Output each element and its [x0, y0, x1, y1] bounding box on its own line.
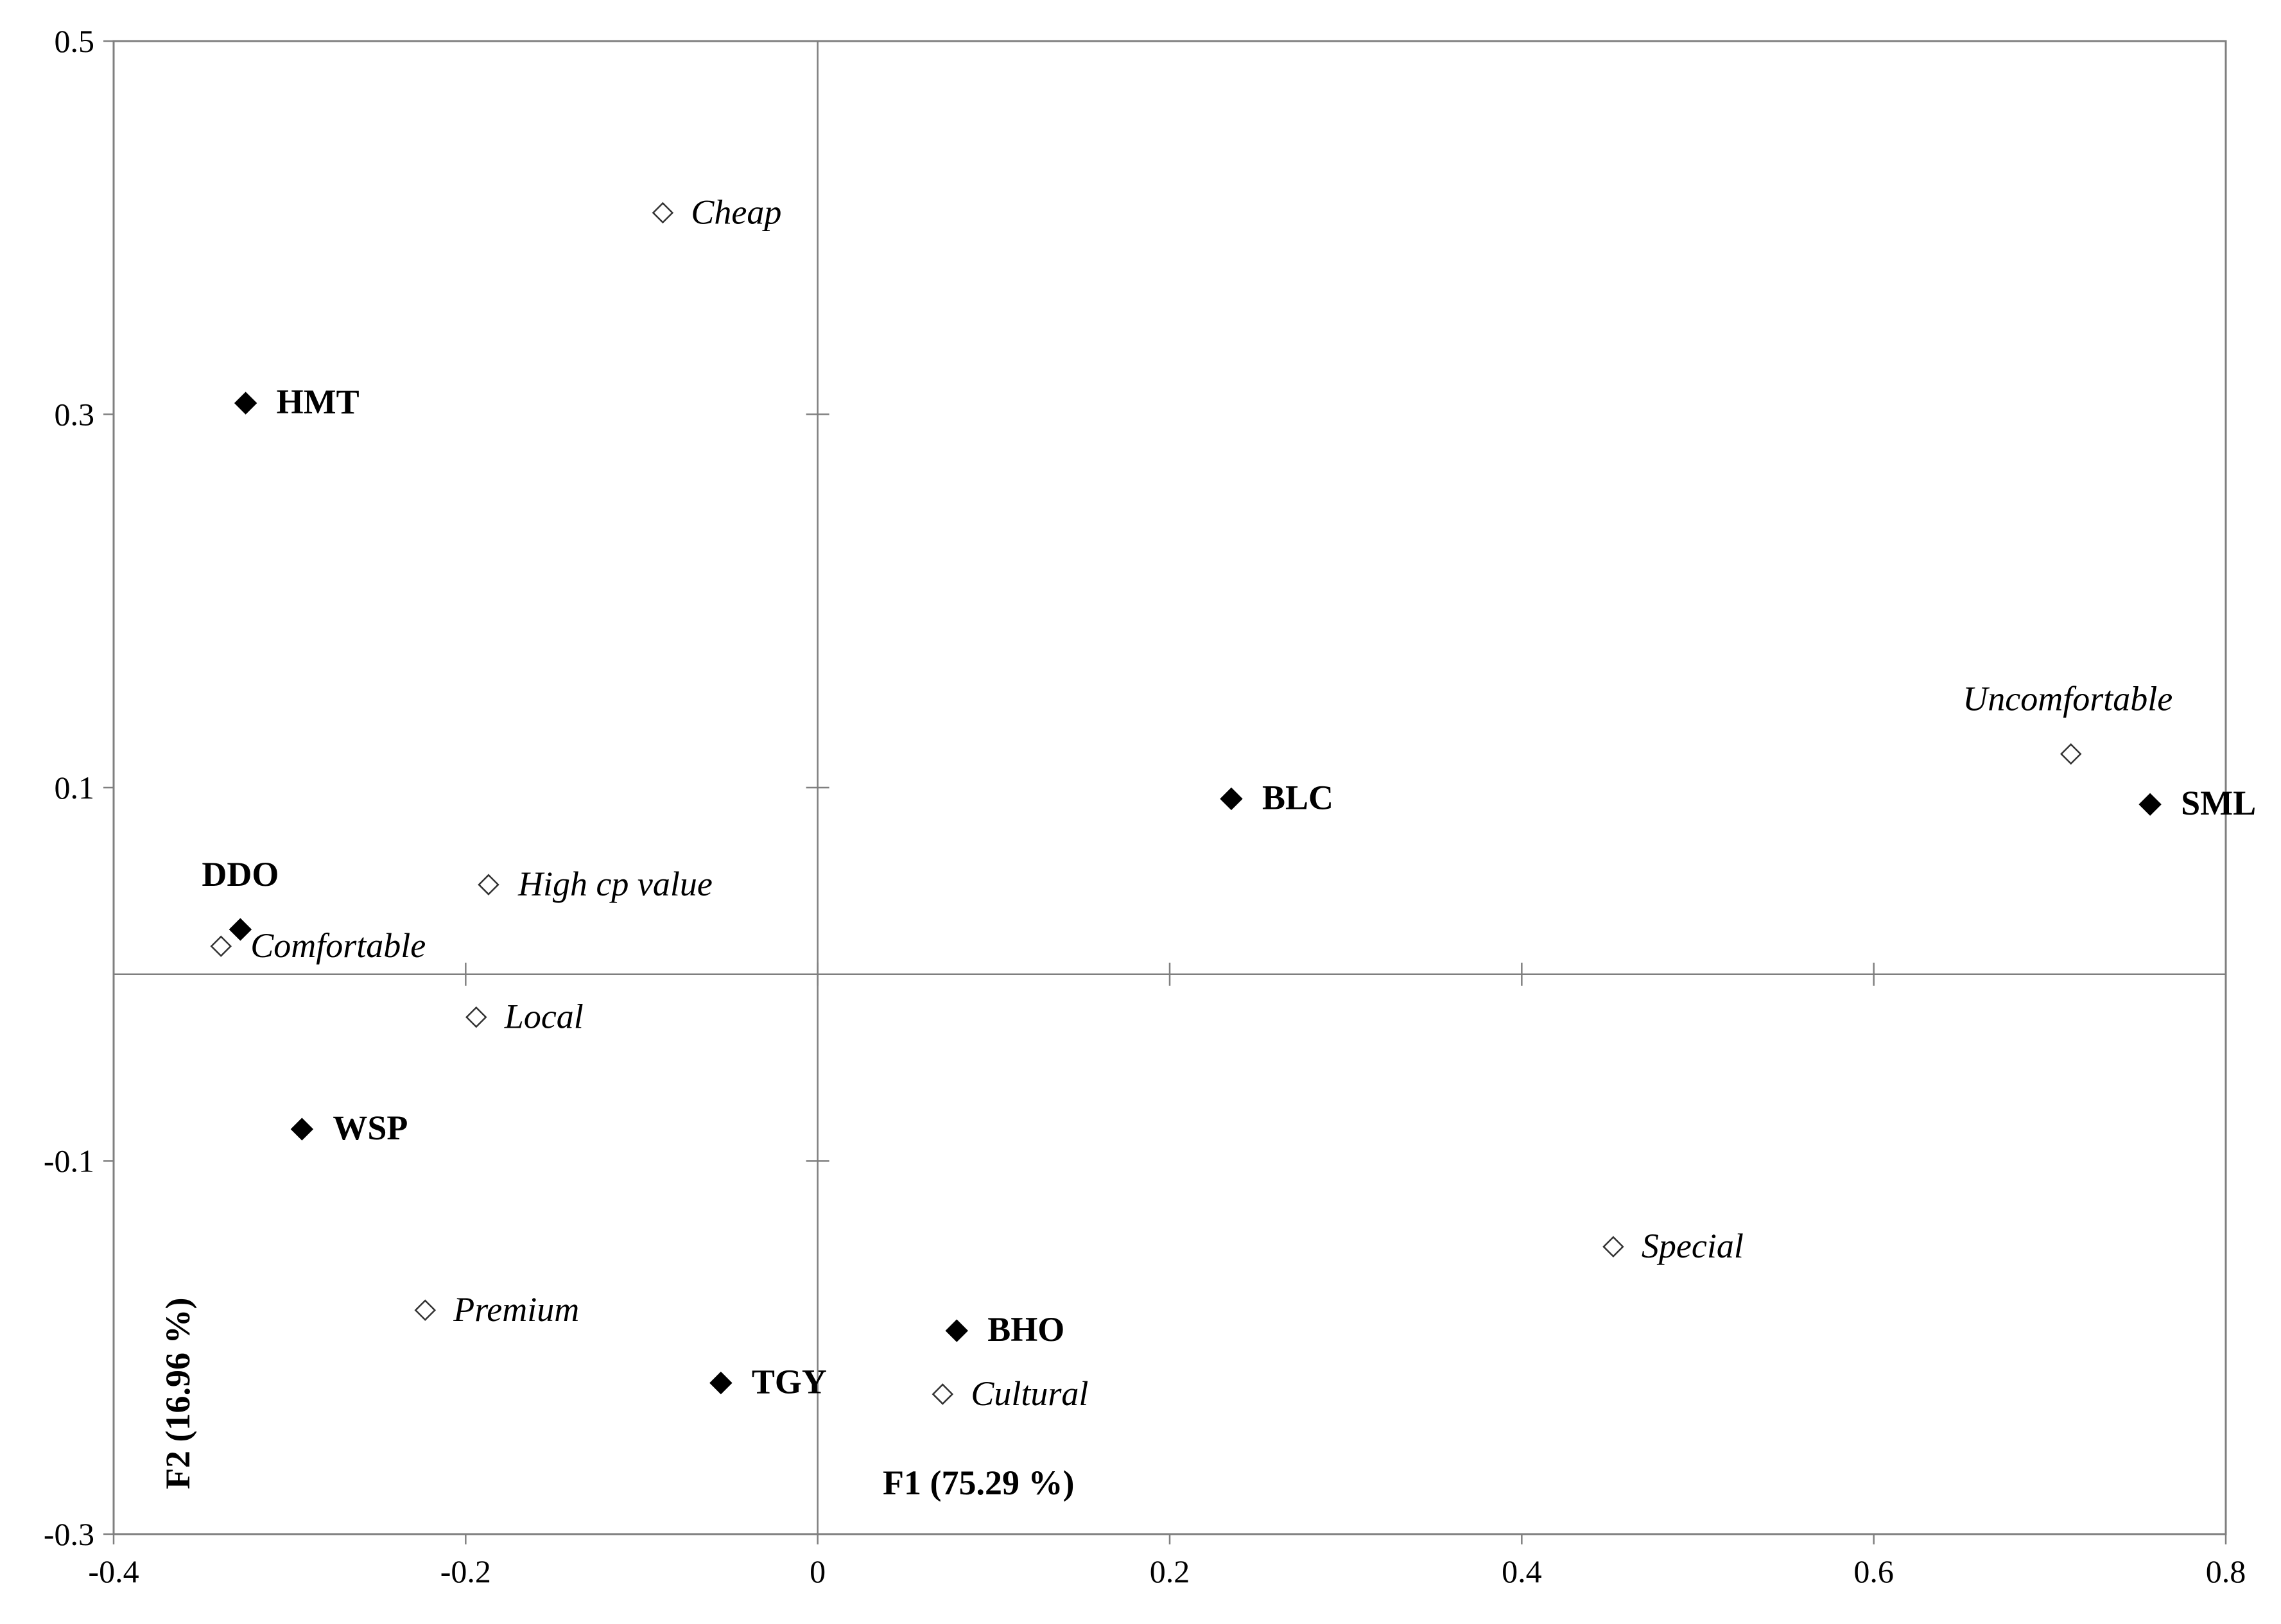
point-marker-cheap [652, 202, 674, 224]
point-label-blc: BLC [1262, 778, 1333, 816]
x-tick-label: -0.2 [440, 1553, 491, 1589]
point-label-comfortable: Comfortable [250, 926, 426, 965]
y-tick-label: -0.3 [44, 1516, 94, 1552]
point-label-cheap: Cheap [691, 193, 781, 231]
point-marker-premium [414, 1299, 437, 1321]
point-label-premium: Premium [453, 1290, 579, 1329]
point-marker-ddo [229, 918, 252, 941]
point-label-wsp: WSP [333, 1109, 408, 1147]
point-marker-blc [1220, 787, 1243, 811]
point-label-special: Special [1642, 1227, 1744, 1265]
point-labels: HMT DDO WSP BLC SML BHO TGY Cheap High cp value C… [202, 193, 2256, 1412]
point-label-local: Local [504, 998, 584, 1036]
point-label-high-cp-value: High cp value [517, 865, 713, 903]
point-label-cultural: Cultural [971, 1374, 1088, 1413]
point-marker-wsp [290, 1118, 314, 1141]
point-label-tgy: TGY [752, 1362, 827, 1401]
point-label-bho: BHO [987, 1310, 1064, 1349]
point-label-ddo: DDO [202, 855, 279, 894]
point-label-uncomfortable: Uncomfortable [1963, 680, 2173, 718]
point-marker-bho [945, 1319, 968, 1342]
point-marker-high-cp-value [478, 874, 499, 895]
point-marker-tgy [709, 1371, 733, 1395]
x-tick-label: 0 [810, 1553, 826, 1589]
point-marker-sml [2138, 793, 2162, 816]
y-tick-labels: 0.5 0.3 0.1 -0.1 -0.3 [44, 23, 94, 1552]
point-label-sml: SML [2181, 784, 2256, 822]
point-marker-local [465, 1006, 487, 1028]
y-tick-label: 0.3 [55, 397, 95, 433]
point-marker-cultural [932, 1383, 954, 1405]
point-label-hmt: HMT [277, 383, 360, 421]
data-points [210, 202, 2162, 1405]
x-tick-label: 0.6 [1853, 1553, 1894, 1589]
y-axis-title: F2 (16.96 %) [159, 1298, 197, 1489]
x-tick-label: -0.4 [88, 1553, 139, 1589]
x-axis-title: F1 (75.29 %) [883, 1464, 1074, 1502]
y-tick-label: -0.1 [44, 1143, 94, 1179]
x-tick-label: 0.2 [1150, 1553, 1190, 1589]
y-tick-label: 0.5 [55, 23, 95, 59]
x-tick-label: 0.8 [2206, 1553, 2246, 1589]
x-tick-label: 0.4 [1502, 1553, 1542, 1589]
axis-ticks [103, 40, 2227, 1544]
point-marker-special [1602, 1236, 1624, 1258]
point-marker-hmt [234, 392, 257, 415]
point-marker-comfortable [210, 935, 232, 957]
y-tick-label: 0.1 [55, 770, 95, 806]
point-marker-uncomfortable [2060, 743, 2082, 765]
x-tick-labels: -0.4 -0.2 0 0.2 0.4 0.6 0.8 [88, 1553, 2246, 1589]
